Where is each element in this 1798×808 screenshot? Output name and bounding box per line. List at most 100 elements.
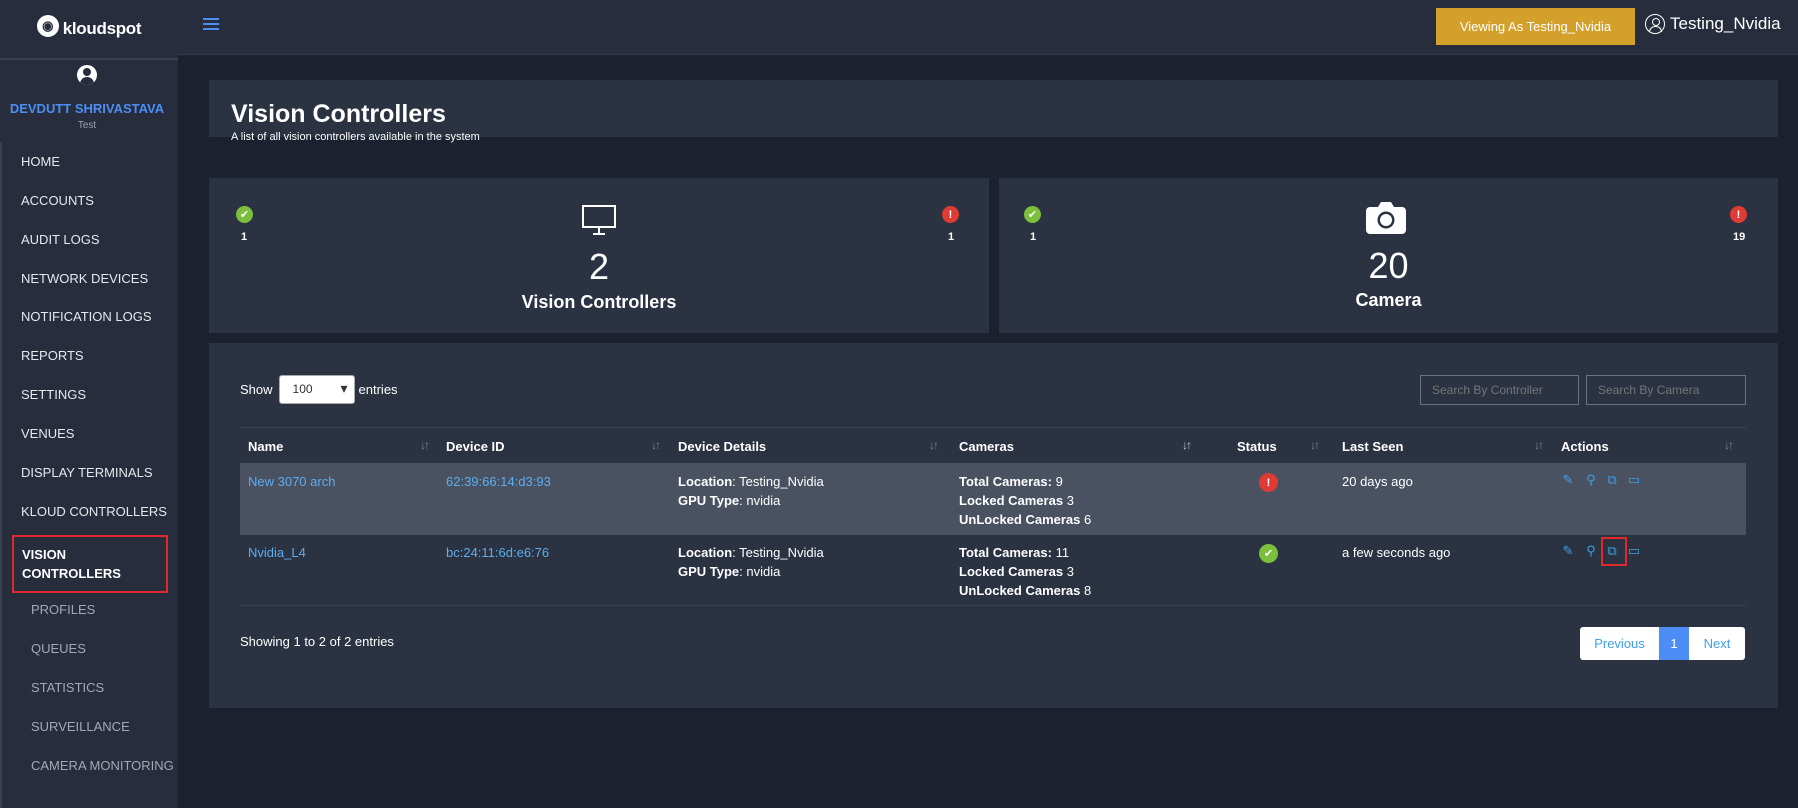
locked-value: 3 bbox=[1066, 564, 1074, 579]
sidebar-item-home[interactable]: HOME bbox=[21, 154, 60, 169]
open-external-icon[interactable]: ⧉ bbox=[1607, 543, 1617, 558]
row-last-seen: a few seconds ago bbox=[1342, 545, 1451, 560]
user-name: Testing_Nvidia bbox=[1670, 14, 1781, 33]
col-last-seen[interactable]: Last Seen bbox=[1342, 439, 1404, 454]
sidebar-item-audit-logs[interactable]: AUDIT LOGS bbox=[21, 232, 100, 247]
viewing-as-button[interactable]: Viewing As Testing_Nvidia bbox=[1436, 8, 1635, 45]
row-last-seen: 20 days ago bbox=[1342, 474, 1413, 489]
row-name-link[interactable]: New 3070 arch bbox=[248, 474, 336, 489]
row-device-details: Location: Testing_Nvidia GPU Type: nvidi… bbox=[678, 474, 824, 508]
sidebar-item-kloud-controllers[interactable]: KLOUD CONTROLLERS bbox=[21, 504, 167, 519]
sidebar-item-label: VISION CONTROLLERS bbox=[22, 547, 121, 581]
sort-icon[interactable]: ↓↑ bbox=[651, 438, 661, 452]
total-key: Total Cameras: bbox=[959, 545, 1052, 560]
edit-icon[interactable]: ✎ bbox=[1562, 472, 1574, 487]
page-1-button[interactable]: 1 bbox=[1659, 627, 1689, 660]
camera-icon bbox=[1366, 202, 1406, 234]
display-icon[interactable]: ▭ bbox=[1627, 543, 1641, 558]
sort-icon[interactable]: ↓↑ bbox=[929, 438, 939, 452]
controllers-count: 2 bbox=[588, 246, 610, 287]
sidebar-user-role: Test bbox=[77, 120, 97, 131]
page-size-select[interactable]: 100 bbox=[278, 375, 355, 404]
showing-entries: Showing 1 to 2 of 2 entries bbox=[240, 634, 394, 649]
top-bar: Viewing As Testing_Nvidia Testing_Nvidia bbox=[0, 0, 1798, 55]
sidebar-item-surveillance[interactable]: SURVEILLANCE bbox=[31, 719, 130, 734]
location-key: Location bbox=[678, 545, 733, 560]
open-external-icon[interactable]: ⧉ bbox=[1607, 472, 1617, 487]
search-camera-input[interactable] bbox=[1586, 375, 1746, 405]
sidebar-item-camera-monitoring[interactable]: CAMERA MONITORING bbox=[31, 758, 174, 773]
page-size-value: 100 bbox=[292, 382, 313, 396]
sidebar: DEVDUTT SHRIVASTAVA Test HOME ACCOUNTS A… bbox=[0, 60, 178, 808]
controllers-label: Vision Controllers bbox=[521, 292, 677, 312]
location-pin-icon[interactable]: ⚲ bbox=[1586, 543, 1596, 558]
sort-icon[interactable]: ↓↑ bbox=[1310, 438, 1320, 452]
display-icon[interactable]: ▭ bbox=[1627, 472, 1641, 487]
sidebar-item-statistics[interactable]: STATISTICS bbox=[31, 680, 105, 695]
ok-count: 1 bbox=[1030, 231, 1037, 243]
cameras-count: 20 bbox=[1368, 245, 1409, 286]
row-name-link[interactable]: Nvidia_L4 bbox=[248, 545, 306, 560]
sidebar-item-venues[interactable]: VENUES bbox=[21, 426, 75, 441]
col-actions[interactable]: Actions bbox=[1561, 439, 1609, 454]
unlocked-value: 8 bbox=[1084, 583, 1092, 598]
row-cameras: Total Cameras: 9 Locked Cameras 3 UnLock… bbox=[959, 472, 1091, 529]
col-cameras[interactable]: Cameras bbox=[959, 439, 1014, 454]
menu-toggle-icon[interactable] bbox=[203, 18, 219, 32]
logo-icon: ◉ bbox=[36, 15, 59, 37]
previous-button[interactable]: Previous bbox=[1580, 627, 1659, 660]
error-count: 19 bbox=[1733, 231, 1746, 243]
error-count: 1 bbox=[948, 231, 955, 243]
user-menu[interactable]: Testing_Nvidia bbox=[1645, 14, 1781, 34]
table-header: Name ↓↑ Device ID ↓↑ Device Details ↓↑ C… bbox=[240, 427, 1746, 463]
col-device-details[interactable]: Device Details bbox=[678, 439, 767, 454]
sidebar-item-accounts[interactable]: ACCOUNTS bbox=[21, 193, 94, 208]
sidebar-item-profiles[interactable]: PROFILES bbox=[31, 602, 96, 617]
sidebar-user-name: DEVDUTT SHRIVASTAVA bbox=[9, 101, 165, 116]
col-name[interactable]: Name bbox=[248, 439, 284, 454]
logo[interactable]: ◉ kloudspot bbox=[0, 0, 178, 60]
locked-key: Locked Cameras bbox=[959, 564, 1064, 579]
location-key: Location bbox=[678, 474, 733, 489]
show-label: Show bbox=[240, 382, 273, 397]
sort-desc-icon[interactable]: ↓↑ bbox=[1182, 438, 1192, 452]
sort-icon[interactable]: ↓↑ bbox=[1724, 438, 1734, 452]
controllers-table-panel: Show 100 entries Name ↓↑ Device ID ↓↑ De… bbox=[209, 343, 1778, 708]
avatar-icon bbox=[77, 65, 97, 85]
location-value: Testing_Nvidia bbox=[739, 545, 824, 560]
page-size-control: Show 100 entries bbox=[240, 375, 398, 404]
table-row: Nvidia_L4 bc:24:11:6d:e6:76 Location: Te… bbox=[240, 534, 1746, 606]
sidebar-item-notification-logs[interactable]: NOTIFICATION LOGS bbox=[21, 309, 152, 324]
row-device-id-link[interactable]: bc:24:11:6d:e6:76 bbox=[446, 545, 550, 560]
table-row: New 3070 arch 62:39:66:14:d3:93 Location… bbox=[240, 463, 1746, 535]
page-header: Vision Controllers A list of all vision … bbox=[209, 80, 1778, 143]
gpu-value: nvidia bbox=[746, 493, 781, 508]
sort-icon[interactable]: ↓↑ bbox=[1534, 438, 1544, 452]
next-button[interactable]: Next bbox=[1689, 627, 1745, 660]
sidebar-item-settings[interactable]: SETTINGS bbox=[21, 387, 87, 402]
sidebar-item-display-terminals[interactable]: DISPLAY TERMINALS bbox=[21, 465, 153, 480]
gpu-value: nvidia bbox=[746, 564, 781, 579]
unlocked-key: UnLocked Cameras bbox=[959, 583, 1081, 598]
total-value: 9 bbox=[1055, 474, 1063, 489]
row-device-id-link[interactable]: 62:39:66:14:d3:93 bbox=[446, 474, 551, 489]
sort-icon[interactable]: ↓↑ bbox=[420, 438, 430, 452]
sidebar-item-queues[interactable]: QUEUES bbox=[31, 641, 86, 656]
gpu-key: GPU Type bbox=[678, 564, 740, 579]
error-icon: ! bbox=[1730, 206, 1747, 223]
col-status[interactable]: Status bbox=[1237, 439, 1277, 454]
page-title: Vision Controllers bbox=[231, 100, 446, 128]
location-value: Testing_Nvidia bbox=[739, 474, 824, 489]
sidebar-item-vision-controllers[interactable]: VISION CONTROLLERS bbox=[12, 535, 168, 593]
sidebar-item-network-devices[interactable]: NETWORK DEVICES bbox=[21, 271, 149, 286]
location-pin-icon[interactable]: ⚲ bbox=[1586, 472, 1596, 487]
search-controller-input[interactable] bbox=[1420, 375, 1579, 405]
cameras-label: Camera bbox=[1355, 290, 1422, 310]
col-device-id[interactable]: Device ID bbox=[446, 439, 505, 454]
row-device-details: Location: Testing_Nvidia GPU Type: nvidi… bbox=[678, 545, 824, 579]
unlocked-value: 6 bbox=[1084, 512, 1092, 527]
locked-key: Locked Cameras bbox=[959, 493, 1064, 508]
sidebar-item-reports[interactable]: REPORTS bbox=[21, 348, 84, 363]
status-ok-icon: ✔ bbox=[1259, 544, 1278, 563]
edit-icon[interactable]: ✎ bbox=[1562, 543, 1574, 558]
